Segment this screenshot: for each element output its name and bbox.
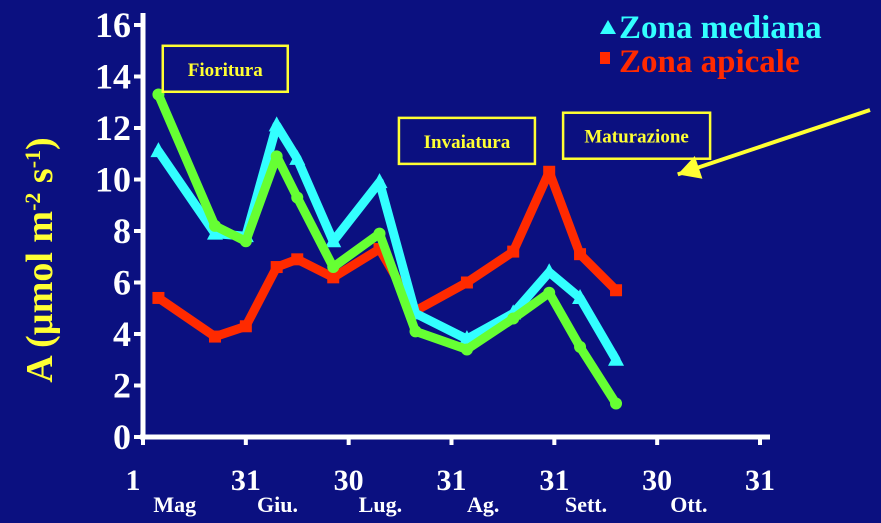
x-tick-label-day: 31 xyxy=(437,464,467,497)
arrow-shaft xyxy=(677,108,871,177)
data-point-green xyxy=(610,397,623,410)
data-point-apicale xyxy=(327,271,340,284)
y-tick-label: 10 xyxy=(95,160,131,200)
y-axis-title-sup2: -1 xyxy=(20,150,45,168)
y-tick-label: 0 xyxy=(113,417,131,457)
x-tick-label-month: Mag xyxy=(153,492,196,517)
legend-label: Zona mediana xyxy=(619,10,822,46)
data-point-mediana xyxy=(289,149,306,165)
data-point-apicale xyxy=(270,261,283,274)
data-point-mediana xyxy=(541,263,558,279)
data-point-mediana xyxy=(572,288,589,304)
x-ticks: 1 31 30 31 31 30 31 Mag Giu. Lug. Ag. Sett. Ott. xyxy=(126,437,775,517)
annotation-label: Invaiatura xyxy=(424,132,511,153)
phase-annotations: Fioritura Invaiatura Maturazione xyxy=(161,44,712,166)
x-tick-label-day: 31 xyxy=(745,464,775,497)
annotation-box xyxy=(397,116,537,166)
y-tick-label: 14 xyxy=(95,57,131,97)
x-tick-label-day: 30 xyxy=(334,464,364,497)
y-tick-label: 4 xyxy=(113,314,131,354)
data-point-green xyxy=(507,312,520,325)
data-point-apicale xyxy=(460,276,473,289)
y-tick-label: 16 xyxy=(95,5,131,45)
data-point-apicale xyxy=(574,248,587,261)
data-point-apicale xyxy=(543,165,556,178)
annotation-arrow xyxy=(677,108,871,179)
data-point-green xyxy=(291,191,304,204)
x-tick-label-month: Ag. xyxy=(467,492,499,517)
y-tick-label: 12 xyxy=(95,108,131,148)
data-point-green xyxy=(327,261,340,274)
x-tick-label-month: Sett. xyxy=(565,492,607,517)
data-point-apicale xyxy=(239,320,252,333)
y-tick-label: 2 xyxy=(113,366,131,406)
data-point-green xyxy=(270,150,283,163)
x-tick-label-day: 31 xyxy=(231,464,261,497)
data-point-green xyxy=(373,227,386,240)
data-point-mediana xyxy=(206,224,223,240)
data-point-mediana xyxy=(268,116,285,132)
data-point-green xyxy=(460,343,473,356)
data-point-apicale xyxy=(152,291,165,304)
y-tick-label: 6 xyxy=(113,263,131,303)
data-point-apicale xyxy=(610,284,623,297)
data-point-green xyxy=(208,219,221,232)
data-point-apicale xyxy=(291,253,304,266)
data-point-apicale xyxy=(208,330,221,343)
arrow-head xyxy=(677,155,703,179)
x-tick-label-day: 31 xyxy=(539,464,569,497)
y-axis-title-sup1: -2 xyxy=(20,193,45,211)
data-point-green xyxy=(543,286,556,299)
y-axis-title-end: ) xyxy=(19,137,61,150)
legend-marker-square xyxy=(600,52,610,64)
data-point-green xyxy=(152,88,165,101)
x-tick-label-month: Giu. xyxy=(257,492,298,517)
data-point-mediana xyxy=(608,350,625,366)
data-point-mediana xyxy=(371,173,388,189)
legend-marker-triangle xyxy=(600,20,616,34)
x-tick-label-month: Lug. xyxy=(359,492,402,517)
y-axis-title: A (µmol m-2 s-1) xyxy=(19,137,61,382)
x-tick-label-day: 30 xyxy=(642,464,672,497)
y-ticks: 0 2 4 6 8 10 12 14 16 xyxy=(95,5,143,457)
annotation-label: Maturazione xyxy=(584,127,688,148)
data-point-mediana xyxy=(150,142,167,158)
y-axis-title-main: A (µmol m xyxy=(19,211,61,383)
series-line-2 xyxy=(153,90,621,408)
legend-label: Zona apicale xyxy=(619,44,800,80)
y-tick-label: 8 xyxy=(113,211,131,251)
data-point-green xyxy=(409,325,422,338)
x-tick-label-month: Ott. xyxy=(670,492,707,517)
annotation-box xyxy=(161,44,290,94)
data-point-mediana xyxy=(325,232,342,248)
y-axis-title-mid: s xyxy=(19,168,61,192)
series-lines xyxy=(150,88,625,410)
x-tick-label-day: 1 xyxy=(126,464,141,497)
data-point-apicale xyxy=(507,245,520,258)
annotation-label: Fioritura xyxy=(188,60,263,81)
data-point-green xyxy=(574,340,587,353)
annotation-box xyxy=(561,111,712,160)
data-point-green xyxy=(239,235,252,248)
